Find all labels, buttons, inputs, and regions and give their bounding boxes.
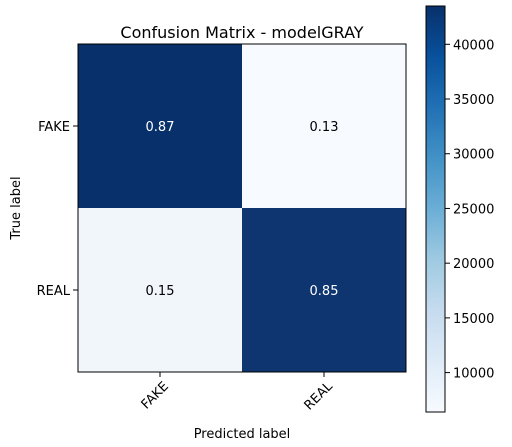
heatmap-cell	[242, 208, 406, 372]
cell-value-label: 0.15	[146, 284, 175, 299]
cell-value-label: 0.85	[310, 284, 339, 299]
colorbar-tick-label: 40000	[453, 38, 494, 53]
colorbar-tick-label: 15000	[453, 312, 494, 327]
cell-value-labels: 0.87 0.13 0.15 0.85	[146, 120, 339, 299]
x-tick-label: REAL	[302, 379, 337, 414]
heatmap-cell	[78, 208, 242, 372]
colorbar-tick-label: 35000	[453, 93, 494, 108]
y-tick-label: REAL	[37, 284, 71, 299]
colorbar	[425, 5, 446, 413]
chart-title: Confusion Matrix - modelGRAY	[120, 23, 363, 42]
cell-value-label: 0.13	[310, 120, 339, 135]
x-axis-ticks: FAKE REAL	[139, 372, 337, 414]
y-tick-label: FAKE	[38, 120, 70, 135]
colorbar-tick-label: 10000	[453, 367, 494, 382]
heatmap-cells	[78, 44, 406, 372]
heatmap-cell	[78, 44, 242, 208]
colorbar-ticks: 10000 15000 20000 25000 30000 35000 40000	[445, 38, 494, 382]
x-tick-label: FAKE	[139, 379, 172, 412]
y-axis-label: True label	[9, 176, 24, 240]
y-axis-ticks: FAKE REAL	[37, 120, 78, 299]
colorbar-tick-label: 25000	[453, 202, 494, 217]
plot-frame	[77, 43, 407, 373]
cell-value-label: 0.87	[146, 120, 175, 135]
heatmap-cell	[242, 44, 406, 208]
colorbar-tick-label: 30000	[453, 148, 494, 163]
x-axis-label: Predicted label	[194, 427, 291, 442]
colorbar-tick-label: 20000	[453, 257, 494, 272]
